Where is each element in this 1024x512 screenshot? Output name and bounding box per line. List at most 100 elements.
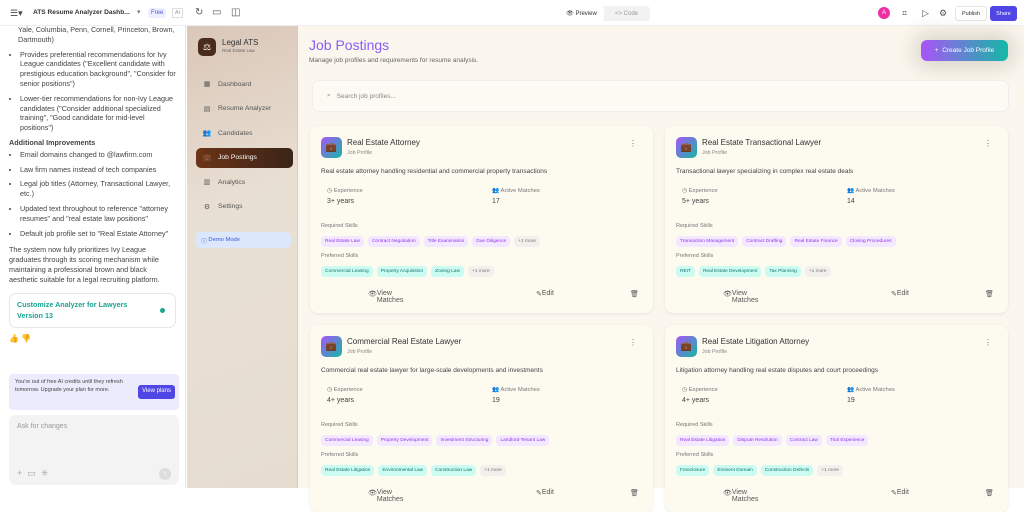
split-view-icon[interactable]: ◫ (231, 7, 241, 18)
refresh-icon[interactable]: ↻ (195, 7, 204, 18)
app-preview: ⚖ Legal ATS Real Estate Law ▦ Dashboard ▤ Re… (187, 26, 1024, 512)
skill-tag: Contract Negotiation (367, 236, 420, 247)
skill-tag: Real Estate Litigation (676, 435, 730, 446)
job-profile-label: Job Profile (702, 349, 728, 355)
delete-icon[interactable]: 🗑 (630, 291, 639, 298)
app-sidebar: ⚖ Legal ATS Real Estate Law ▦ Dashboard ▤ Re… (187, 26, 298, 488)
sidebar-item-label: Settings (218, 203, 243, 210)
more-options-icon[interactable]: ⋮ (629, 139, 637, 148)
more-options-icon[interactable]: ⋮ (629, 338, 637, 347)
code-tab[interactable]: <> Code (614, 10, 639, 17)
chevron-down-icon[interactable]: ▾ (137, 9, 141, 16)
view-matches-button[interactable]: 👁 View Matches (723, 290, 759, 304)
preferred-skills-label: Preferred Skills (676, 253, 714, 259)
version-label: Version 13 (17, 311, 53, 321)
select-icon[interactable]: ⌗ (902, 8, 908, 18)
preferred-skills: Foreclosure Eminent Domain Construction De… (676, 465, 844, 476)
create-job-profile-button[interactable]: + Create Job Profile (921, 40, 1008, 61)
play-icon[interactable]: ▷ (922, 8, 929, 18)
demo-mode-badge[interactable]: ⓘ Demo Mode (195, 232, 291, 248)
sidebar-item-job-postings[interactable]: 💼 Job Postings (196, 147, 293, 168)
search-input[interactable]: ⌕ Search job profiles... (312, 80, 1009, 112)
book-icon[interactable]: ▭ (27, 468, 36, 478)
experience: ◷ Experience 5+ years (682, 188, 718, 205)
experience: ◷ Experience 4+ years (327, 387, 363, 404)
clock-icon: ◷ (682, 387, 688, 393)
job-title: Real Estate Transactional Lawyer (702, 138, 822, 147)
edit-button[interactable]: ✎ Edit (891, 489, 909, 497)
skill-tag: Closing Procedures (845, 236, 896, 247)
thumbs-down-icon[interactable]: 👎 (21, 334, 32, 344)
sidebar-item-settings[interactable]: ⚙ Settings (196, 197, 293, 217)
skill-tag: Landlord-Tenant Law (496, 435, 550, 446)
active-matches-value: 19 (847, 397, 855, 404)
skill-tag: REIT (676, 266, 695, 277)
more-options-icon[interactable]: ⋮ (984, 338, 992, 347)
version-card[interactable]: Customize Analyzer for Lawyers Version 1… (9, 292, 176, 329)
active-matches: 👥 Active Matches 17 (492, 188, 540, 205)
skill-tag: +1 more (480, 465, 506, 476)
view-matches-button[interactable]: 👁 View Matches (368, 489, 404, 503)
preferred-skills: Real Estate Litigation Environmental Law C… (321, 465, 506, 476)
edit-button[interactable]: ✎ Edit (536, 290, 554, 298)
view-plans-button[interactable]: View plans (138, 385, 175, 399)
view-matches-label: View Matches (731, 290, 759, 304)
experience: ◷ Experience 3+ years (327, 188, 363, 205)
preview-tab[interactable]: 👁 Preview (559, 6, 604, 21)
thumbs-up-icon[interactable]: 👍 (9, 334, 19, 344)
gear-icon: ⚙ (203, 203, 211, 211)
edit-button[interactable]: ✎ Edit (536, 489, 554, 497)
file-icon: ▤ (203, 105, 211, 113)
job-card: 💼 Real Estate Transactional Lawyer Job P… (665, 126, 1008, 313)
chat-list-2: Email domains changed to @lawfirm.com Law… (9, 150, 176, 239)
preferred-skills: Commercial Leasing Property Acquisition Zo… (321, 266, 494, 277)
skill-tag: Eminent Domain (713, 465, 757, 476)
sidebar-item-candidates[interactable]: 👥 Candidates (196, 123, 293, 143)
required-skills-label: Required Skills (321, 422, 358, 428)
share-button[interactable]: Share (990, 6, 1017, 21)
sidebar-item-analytics[interactable]: ▥ Analytics (196, 172, 293, 192)
demo-label: Demo Mode (208, 237, 240, 243)
sidebar-item-resume-analyzer[interactable]: ▤ Resume Analyzer (196, 99, 293, 119)
experience: ◷ Experience 4+ years (682, 387, 718, 404)
more-options-icon[interactable]: ⋮ (984, 139, 992, 148)
delete-icon[interactable]: 🗑 (985, 291, 994, 298)
experience-label: Experience (688, 387, 718, 393)
delete-icon[interactable]: 🗑 (630, 490, 639, 497)
chat-bullet: Updated text throughout to reference "at… (20, 204, 176, 224)
chat-input-placeholder: Ask for changes (17, 423, 68, 430)
view-matches-label: View Matches (376, 489, 404, 503)
edit-button[interactable]: ✎ Edit (891, 290, 909, 298)
job-profile-label: Job Profile (347, 150, 373, 156)
user-avatar[interactable]: A (878, 7, 890, 19)
active-matches: 👥 Active Matches 19 (847, 387, 895, 404)
view-matches-button[interactable]: 👁 View Matches (723, 489, 759, 503)
skill-tag: Commercial Leasing (321, 435, 373, 446)
delete-icon[interactable]: 🗑 (985, 490, 994, 497)
active-matches-value: 14 (847, 198, 855, 205)
project-menu-icon[interactable]: ☰▾ (10, 8, 23, 18)
brand-subtitle: Real Estate Law (222, 48, 255, 53)
job-title: Real Estate Litigation Attorney (702, 337, 810, 346)
chat-input[interactable]: Ask for changes + ▭ ✳ ↑ (9, 415, 179, 485)
briefcase-icon: 💼 (321, 137, 342, 158)
skill-tag: +1 more (514, 236, 540, 247)
send-button[interactable]: ↑ (159, 468, 171, 480)
skill-tag: Contract Law (785, 435, 822, 446)
publish-button[interactable]: Publish (955, 6, 987, 21)
sidebar-item-dashboard[interactable]: ▦ Dashboard (196, 74, 293, 94)
project-title[interactable]: ATS Resume Analyzer Dashb... (33, 9, 130, 16)
edit-label: Edit (896, 290, 909, 297)
chat-panel: Yale, Columbia, Penn, Cornell, Princeton… (0, 25, 186, 371)
sparkle-icon[interactable]: ✳ (40, 468, 49, 478)
gear-icon[interactable]: ⚙ (939, 8, 948, 18)
view-toggle: 👁 Preview <> Code (559, 6, 650, 21)
plus-icon[interactable]: + (17, 468, 23, 478)
chat-bullet: Law firm names instead of tech companies (20, 165, 176, 175)
briefcase-icon: 💼 (202, 154, 212, 162)
version-title: Customize Analyzer for Lawyers (17, 299, 128, 309)
view-matches-button[interactable]: 👁 View Matches (368, 290, 404, 304)
chat-bullet: Provides preferential recommendations fo… (20, 50, 176, 89)
layout-icon[interactable]: ▭ (212, 7, 222, 18)
experience-label: Experience (333, 387, 363, 393)
